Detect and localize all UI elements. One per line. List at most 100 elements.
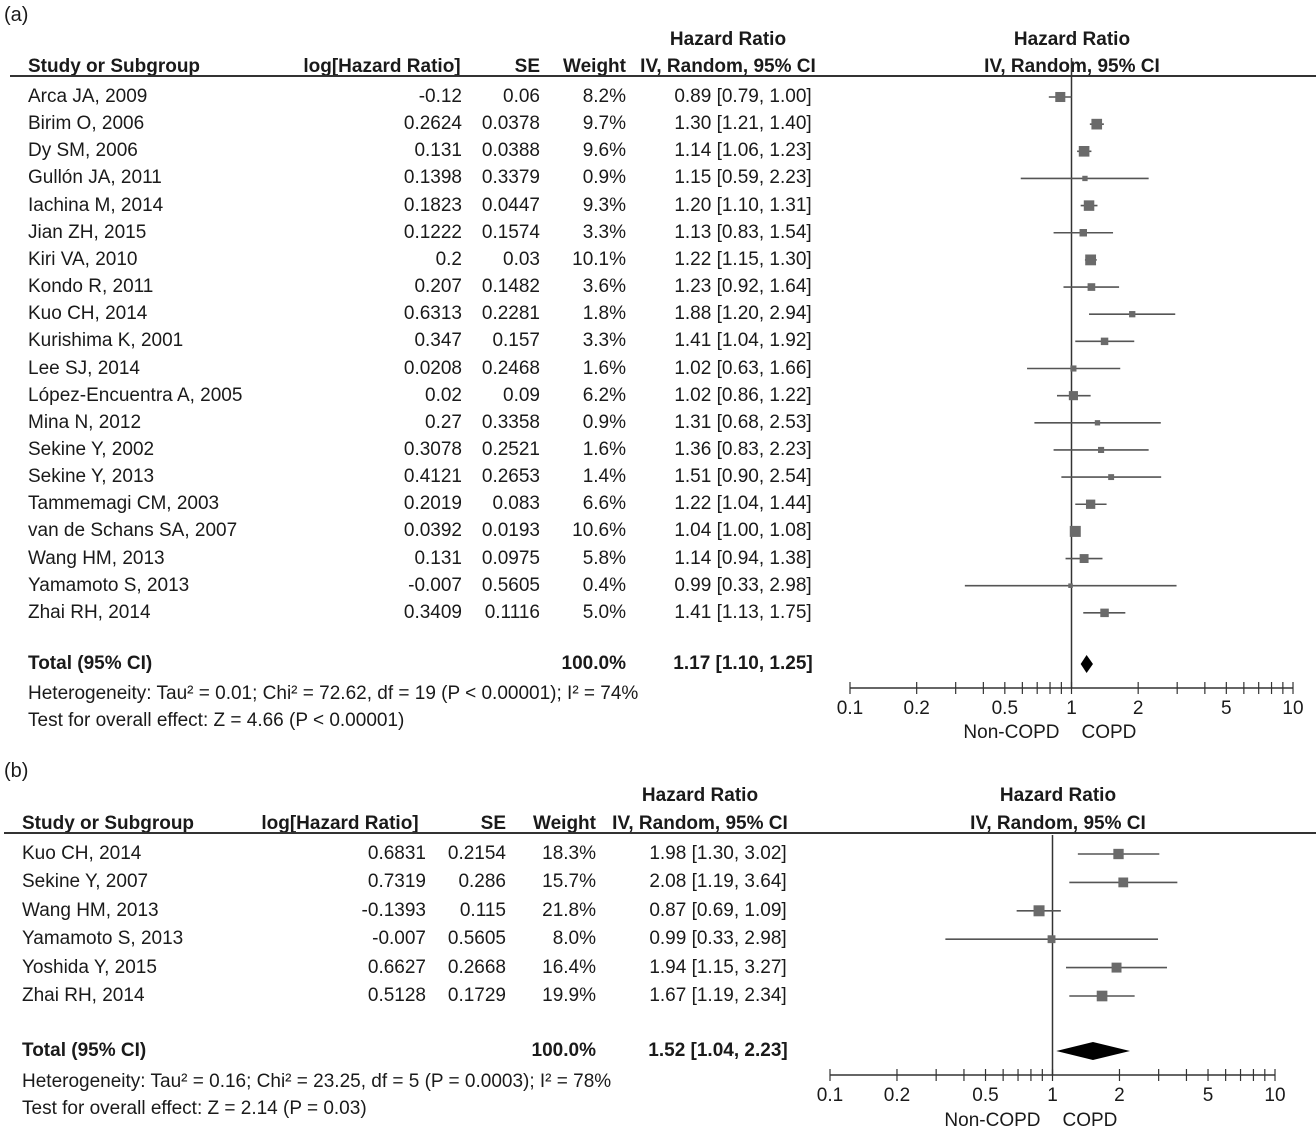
weight-value: 0.9% bbox=[582, 167, 626, 189]
header-se: SE bbox=[480, 813, 506, 834]
hr-ci-value: 1.31 [0.68, 2.53] bbox=[674, 411, 812, 433]
se-value: 0.09 bbox=[503, 384, 540, 406]
study-name: Kiri VA, 2010 bbox=[28, 248, 138, 270]
weight-value: 10.6% bbox=[572, 520, 626, 542]
panel-label: (a) bbox=[4, 4, 29, 26]
total-hr-ci: 1.52 [1.04, 2.23] bbox=[648, 1040, 788, 1061]
hr-ci-value: 1.13 [0.83, 1.54] bbox=[674, 221, 812, 243]
overall-effect-text: Test for overall effect: Z = 4.66 (P < 0… bbox=[28, 710, 405, 731]
log-hr-value: 0.1222 bbox=[403, 221, 462, 243]
hr-ci-value: 1.22 [1.04, 1.44] bbox=[674, 493, 812, 515]
header-hr-title: Hazard Ratio bbox=[641, 785, 759, 806]
log-hr-value: 0.4121 bbox=[403, 466, 462, 488]
point-estimate-marker bbox=[1096, 990, 1108, 1002]
log-hr-value: 0.0392 bbox=[403, 520, 462, 542]
pooled-diamond bbox=[1056, 1042, 1130, 1060]
weight-value: 5.0% bbox=[582, 601, 626, 623]
se-value: 0.0975 bbox=[481, 547, 540, 569]
log-hr-value: 0.347 bbox=[414, 330, 462, 352]
heterogeneity-text: Heterogeneity: Tau² = 0.16; Chi² = 23.25… bbox=[22, 1071, 612, 1092]
point-estimate-marker bbox=[1085, 499, 1096, 509]
header-study: Study or Subgroup bbox=[22, 813, 195, 834]
header-plot-title: Hazard Ratio bbox=[1013, 29, 1131, 50]
axis-tick-label: 2 bbox=[1114, 1085, 1125, 1106]
log-hr-value: 0.3078 bbox=[403, 438, 462, 460]
log-hr-value: 0.6831 bbox=[367, 843, 426, 864]
favours-left-label: Non-COPD bbox=[944, 1110, 1041, 1131]
point-estimate-marker bbox=[1069, 525, 1081, 537]
weight-value: 21.8% bbox=[542, 899, 596, 921]
point-estimate-marker bbox=[1055, 91, 1066, 103]
hr-ci-value: 1.51 [0.90, 2.54] bbox=[674, 466, 812, 488]
se-value: 0.0193 bbox=[481, 520, 540, 542]
weight-value: 6.6% bbox=[582, 493, 626, 515]
hr-ci-value: 1.41 [1.04, 1.92] bbox=[674, 330, 812, 352]
point-estimate-marker bbox=[1111, 962, 1122, 973]
point-estimate-marker bbox=[1085, 254, 1097, 266]
point-estimate-marker bbox=[1118, 877, 1129, 888]
axis-tick-label: 1 bbox=[1047, 1085, 1058, 1106]
study-name: Yoshida Y, 2015 bbox=[22, 956, 157, 978]
forest-plot-a: (a) Study or Subgroup log[Hazard Ratio] SE W… bbox=[4, 4, 1316, 743]
hr-ci-value: 1.22 [1.15, 1.30] bbox=[674, 248, 812, 270]
se-value: 0.115 bbox=[459, 899, 506, 921]
header-weight: Weight bbox=[563, 56, 626, 77]
hr-ci-value: 2.08 [1.19, 3.64] bbox=[649, 871, 787, 893]
study-name: Arca JA, 2009 bbox=[28, 86, 148, 107]
header-rule bbox=[4, 832, 1316, 834]
log-hr-value: -0.007 bbox=[408, 574, 462, 596]
point-estimate-marker bbox=[1070, 365, 1077, 372]
hr-ci-value: 1.02 [0.86, 1.22] bbox=[674, 384, 812, 406]
weight-value: 15.7% bbox=[542, 871, 596, 893]
total-label: Total (95% CI) bbox=[28, 653, 153, 674]
se-value: 0.1574 bbox=[481, 221, 540, 243]
header-plot-title: Hazard Ratio bbox=[999, 785, 1117, 806]
point-estimate-marker bbox=[1033, 905, 1045, 917]
point-estimate-marker bbox=[1082, 175, 1088, 182]
study-name: López-Encuentra A, 2005 bbox=[28, 384, 243, 406]
log-hr-value: 0.131 bbox=[414, 547, 462, 569]
hr-ci-value: 1.20 [1.10, 1.31] bbox=[674, 194, 812, 216]
study-name: Sekine Y, 2002 bbox=[28, 438, 155, 460]
weight-value: 3.6% bbox=[582, 276, 626, 298]
weight-value: 5.8% bbox=[582, 547, 626, 569]
se-value: 0.03 bbox=[503, 248, 540, 270]
se-value: 0.0388 bbox=[481, 140, 540, 162]
log-hr-value: 0.2 bbox=[435, 248, 462, 270]
se-value: 0.2281 bbox=[481, 303, 540, 325]
log-hr-value: -0.12 bbox=[418, 86, 462, 107]
header-weight: Weight bbox=[533, 813, 596, 834]
study-name: Dy SM, 2006 bbox=[28, 140, 138, 162]
se-value: 0.1482 bbox=[481, 276, 540, 298]
point-estimate-marker bbox=[1083, 200, 1095, 211]
se-value: 0.3358 bbox=[481, 411, 540, 433]
header-hr-method: IV, Random, 95% CI bbox=[640, 56, 816, 77]
weight-value: 10.1% bbox=[572, 248, 626, 270]
study-name: Birim O, 2006 bbox=[28, 113, 145, 135]
study-name: Iachina M, 2014 bbox=[28, 194, 164, 216]
study-name: Sekine Y, 2007 bbox=[22, 871, 149, 893]
axis-tick-label: 0.1 bbox=[836, 698, 864, 719]
axis-tick-label: 1 bbox=[1066, 698, 1077, 719]
weight-value: 0.9% bbox=[582, 411, 626, 433]
point-estimate-marker bbox=[1100, 337, 1109, 346]
study-name: Sekine Y, 2013 bbox=[28, 466, 155, 488]
hr-ci-value: 1.88 [1.20, 2.94] bbox=[674, 303, 812, 325]
log-hr-value: 0.7319 bbox=[367, 871, 426, 893]
se-value: 0.3379 bbox=[481, 167, 540, 189]
axis-tick-label: 0.1 bbox=[816, 1085, 844, 1106]
hr-ci-value: 1.98 [1.30, 3.02] bbox=[649, 843, 787, 864]
study-name: Gullón JA, 2011 bbox=[28, 167, 162, 189]
log-hr-value: 0.3409 bbox=[403, 601, 462, 623]
study-name: Kuo CH, 2014 bbox=[22, 843, 142, 864]
hr-ci-value: 1.23 [0.92, 1.64] bbox=[674, 276, 812, 298]
se-value: 0.2468 bbox=[481, 357, 540, 379]
hr-ci-value: 1.14 [1.06, 1.23] bbox=[674, 140, 812, 162]
point-estimate-marker bbox=[1068, 583, 1073, 588]
study-name: Zhai RH, 2014 bbox=[28, 601, 151, 623]
header-loghr: log[Hazard Ratio] bbox=[261, 813, 419, 834]
weight-value: 3.3% bbox=[582, 221, 626, 243]
point-estimate-marker bbox=[1108, 474, 1115, 481]
favours-right-label: COPD bbox=[1081, 722, 1137, 743]
